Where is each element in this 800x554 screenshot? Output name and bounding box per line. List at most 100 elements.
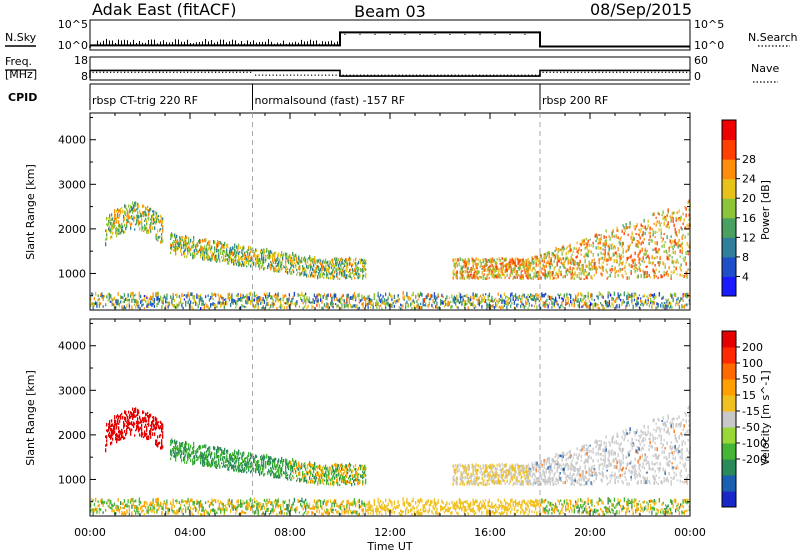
power-cell <box>474 263 476 266</box>
power-cell <box>576 250 578 253</box>
power-cell <box>501 262 503 265</box>
power-cell <box>98 304 101 308</box>
power-cell <box>324 260 326 264</box>
power-cell <box>602 252 604 255</box>
power-cell <box>513 294 516 297</box>
power-cell <box>586 243 588 247</box>
power-cell <box>557 272 559 275</box>
power-cell <box>649 235 651 239</box>
power-cell <box>382 300 384 305</box>
power-cell <box>139 209 141 214</box>
power-cell <box>455 261 457 265</box>
nave-point <box>398 74 400 76</box>
power-cell <box>272 258 274 263</box>
power-cell <box>653 269 655 273</box>
power-cell <box>311 258 313 261</box>
power-cell <box>191 245 193 249</box>
power-cell <box>270 294 272 299</box>
power-cell <box>132 295 134 300</box>
power-cell <box>352 304 354 308</box>
power-cell <box>613 300 616 303</box>
power-cell <box>587 297 589 300</box>
power-cell <box>381 307 383 310</box>
power-cell <box>682 233 684 237</box>
velocity-cell <box>280 503 282 507</box>
power-cell <box>565 248 567 251</box>
nave-point <box>304 74 306 76</box>
power-cell <box>522 278 524 281</box>
power-cell <box>575 297 577 302</box>
power-cell <box>517 298 519 302</box>
power-cell <box>157 217 159 220</box>
power-cell <box>147 305 149 308</box>
power-cell <box>110 294 112 299</box>
power-cell <box>482 276 484 280</box>
nsky-trace <box>89 31 690 48</box>
power-cell <box>653 212 655 216</box>
power-cell <box>320 261 322 266</box>
velocity-cell <box>240 501 242 506</box>
power-cell <box>221 301 223 306</box>
power-cell <box>577 298 579 303</box>
power-cell <box>131 216 133 220</box>
power-cell <box>453 297 456 302</box>
power-cell <box>527 293 529 297</box>
power-cell <box>586 253 588 257</box>
power-cell <box>112 303 114 306</box>
power-cell <box>478 302 481 307</box>
power-cell <box>277 262 279 267</box>
velocity-cell <box>275 506 277 509</box>
power-cell <box>671 212 673 215</box>
power-cell <box>371 298 373 303</box>
power-cell <box>446 302 448 306</box>
power-cell <box>128 306 131 310</box>
velocity-cell <box>213 498 216 502</box>
power-cell <box>562 245 564 249</box>
power-cell <box>688 218 690 222</box>
power-cell <box>658 264 660 267</box>
power-cell <box>326 302 328 307</box>
power-cell <box>176 304 178 309</box>
power-cell <box>431 294 433 298</box>
power-cell <box>492 259 494 263</box>
power-cell <box>188 237 190 242</box>
power-cell <box>259 263 261 267</box>
power-cell <box>675 266 677 271</box>
power-cell <box>666 299 668 304</box>
velocity-cell <box>107 499 109 502</box>
power-cell <box>549 274 551 279</box>
power-cell <box>239 250 241 254</box>
nave-point <box>155 71 157 73</box>
power-cell <box>127 209 129 213</box>
power-cell <box>582 264 584 269</box>
power-cell <box>412 299 414 302</box>
velocity-cell <box>143 501 146 504</box>
power-cell <box>599 237 601 242</box>
power-cell <box>305 270 307 273</box>
power-cell <box>294 256 296 260</box>
power-cell <box>201 245 203 249</box>
power-cell <box>662 210 664 215</box>
power-cell <box>161 233 163 236</box>
power-cell <box>455 301 457 306</box>
power-cell <box>593 258 595 261</box>
power-cell <box>320 274 322 279</box>
power-cell <box>303 305 306 309</box>
power-cell <box>635 243 637 247</box>
power-cell <box>629 225 631 228</box>
power-cell <box>126 297 128 302</box>
nave-point <box>246 71 248 73</box>
power-cell <box>680 263 682 267</box>
power-cell <box>573 267 575 270</box>
velocity-cell <box>127 499 129 504</box>
power-cell <box>290 266 292 270</box>
power-cell <box>567 268 569 273</box>
power-cell <box>362 301 364 307</box>
power-cell <box>337 304 339 307</box>
power-cell <box>337 277 339 281</box>
power-cell <box>621 301 623 305</box>
power-cell <box>625 249 627 253</box>
power-cell <box>227 293 229 297</box>
velocity-cell <box>275 498 277 502</box>
velocity-cell <box>133 504 136 509</box>
